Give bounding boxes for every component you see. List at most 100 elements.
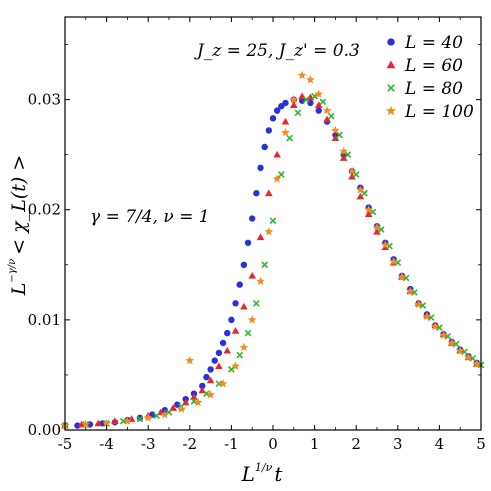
data-point	[282, 99, 289, 107]
x-axis-label-base: L	[241, 462, 255, 486]
data-point	[306, 75, 315, 84]
legend-marker	[387, 84, 395, 92]
data-point	[252, 299, 260, 307]
data-point	[228, 316, 235, 324]
legend-label: L = 60	[404, 56, 463, 76]
x-axis-label-tail: t	[274, 462, 283, 486]
data-point	[344, 151, 352, 159]
legend-marker	[385, 105, 397, 116]
data-point	[264, 227, 274, 236]
data-point	[277, 171, 285, 178]
data-point	[464, 352, 473, 362]
data-point	[273, 107, 281, 114]
data-point	[347, 166, 357, 175]
data-point	[447, 338, 457, 347]
data-point	[314, 101, 323, 108]
data-point	[327, 112, 335, 120]
data-point	[136, 415, 144, 423]
legend-entry: L = 40	[387, 33, 463, 53]
data-point	[249, 215, 256, 222]
legend-marker	[387, 38, 395, 46]
data-point	[472, 359, 482, 368]
y-tick-label: 0.02	[28, 201, 61, 219]
data-point	[206, 376, 215, 384]
data-point	[232, 300, 239, 307]
data-point	[311, 92, 318, 100]
data-point	[111, 417, 119, 425]
data-point	[94, 419, 103, 427]
data-point	[315, 107, 322, 114]
x-tick-label: -5	[58, 435, 73, 453]
data-point	[185, 356, 195, 365]
data-point	[218, 379, 228, 388]
data-point	[369, 208, 377, 216]
data-point	[199, 382, 206, 390]
data-point	[339, 154, 348, 161]
data-point	[239, 342, 249, 352]
data-point	[455, 346, 465, 355]
data-point	[373, 227, 381, 235]
data-point	[224, 329, 231, 337]
legend: L = 40 L = 60 L = 80 L = 100	[385, 33, 474, 122]
data-point	[153, 412, 160, 420]
data-point	[160, 409, 170, 419]
data-point	[352, 171, 360, 178]
data-point	[430, 321, 440, 331]
data-point	[294, 109, 302, 117]
data-point	[397, 272, 407, 281]
x-tick-label: -3	[141, 435, 156, 453]
data-point	[272, 174, 282, 183]
data-point	[348, 172, 356, 180]
x-tick-label: 2	[351, 435, 361, 453]
data-point	[211, 357, 218, 364]
data-point	[331, 125, 340, 135]
data-point	[236, 351, 244, 359]
data-point	[281, 128, 290, 137]
data-point	[81, 419, 91, 429]
x-tick-label: -4	[99, 435, 114, 453]
data-point	[231, 327, 240, 334]
data-point	[356, 192, 365, 200]
data-point	[265, 189, 273, 197]
annotation-exponents: γ = 7/4, ν = 1	[90, 207, 210, 227]
x-tick-label: 0	[268, 435, 278, 453]
data-point	[323, 115, 331, 123]
data-point	[273, 150, 281, 158]
data-point	[319, 98, 327, 106]
data-point	[302, 96, 310, 103]
data-point	[364, 205, 374, 214]
data-point	[240, 261, 248, 268]
legend-label: L = 80	[404, 79, 463, 99]
data-point	[247, 315, 257, 324]
x-tick-label: 1	[310, 435, 320, 453]
data-point	[248, 272, 256, 279]
data-point	[231, 361, 240, 370]
y-tick-label: 0.00	[28, 421, 61, 439]
legend-entry: L = 60	[386, 56, 463, 76]
plot-frame	[64, 16, 482, 431]
data-point	[339, 146, 349, 156]
data-point	[355, 185, 365, 194]
data-point	[215, 362, 223, 369]
data-point	[228, 366, 235, 373]
data-point	[364, 210, 373, 217]
data-point	[143, 413, 153, 422]
data-point	[244, 329, 252, 337]
data-point	[261, 261, 269, 269]
axis-ticks: -5 -4 -3 -2 -1 0 1 2 3 4 5 0.00 0.01 0.02 0.03	[28, 17, 486, 453]
data-point	[389, 256, 399, 266]
data-point	[297, 70, 307, 80]
data-point	[257, 164, 264, 172]
legend-marker	[386, 60, 396, 69]
data-point	[215, 349, 223, 357]
x-tick-label: 3	[393, 435, 403, 453]
data-point	[240, 302, 248, 310]
data-point	[193, 397, 203, 407]
data-point	[422, 311, 432, 321]
data-point	[190, 397, 198, 405]
data-point	[236, 281, 243, 288]
data-point	[102, 418, 111, 428]
data-point	[377, 226, 385, 233]
